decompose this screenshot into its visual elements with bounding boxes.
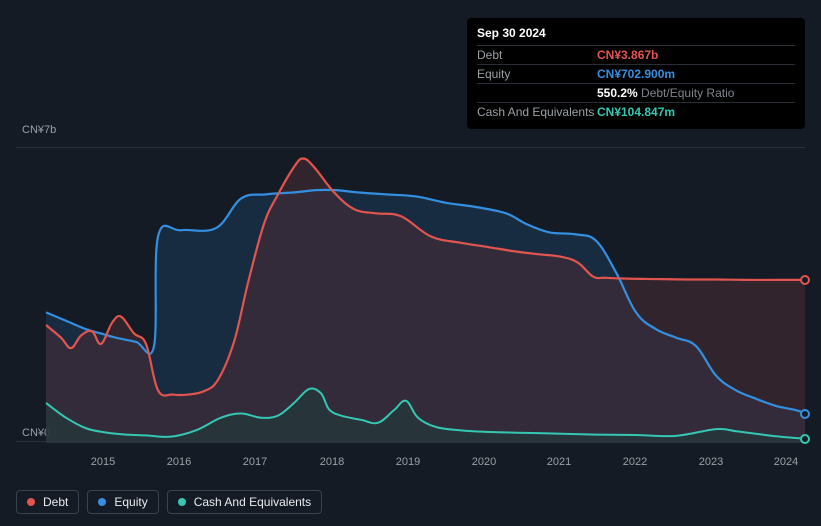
x-tick-label: 2016 xyxy=(167,456,191,468)
x-tick-label: 2017 xyxy=(243,456,267,468)
tooltip-date: Sep 30 2024 xyxy=(477,26,795,45)
tooltip-value: CN¥3.867b xyxy=(597,48,795,62)
x-tick-label: 2022 xyxy=(623,456,647,468)
legend-item-debt[interactable]: Debt xyxy=(16,490,79,514)
chart-svg xyxy=(16,148,805,443)
x-tick-label: 2019 xyxy=(396,456,420,468)
x-tick-label: 2024 xyxy=(774,456,798,468)
tooltip-row-equity: Equity CN¥702.900m xyxy=(477,64,795,83)
end-marker xyxy=(800,409,810,419)
legend-dot xyxy=(178,498,186,506)
x-axis-labels: 2015 2016 2017 2018 2019 2020 2021 2022 2023 2024 xyxy=(16,456,805,470)
x-tick-label: 2015 xyxy=(91,456,115,468)
tooltip-ratio: 550.2% Debt/Equity Ratio xyxy=(597,86,795,100)
tooltip-label: Debt xyxy=(477,48,597,62)
tooltip-row-ratio: 550.2% Debt/Equity Ratio xyxy=(477,83,795,102)
legend-dot xyxy=(98,498,106,506)
chart-plot[interactable] xyxy=(16,147,805,442)
legend-label: Debt xyxy=(43,495,68,509)
ratio-label: Debt/Equity Ratio xyxy=(638,86,735,100)
tooltip-value: CN¥702.900m xyxy=(597,67,795,81)
chart-tooltip: Sep 30 2024 Debt CN¥3.867b Equity CN¥702… xyxy=(467,18,805,129)
x-tick-label: 2018 xyxy=(320,456,344,468)
tooltip-row-cash: Cash And Equivalents CN¥104.847m xyxy=(477,102,795,121)
x-tick-label: 2020 xyxy=(472,456,496,468)
end-marker xyxy=(800,434,810,444)
legend-item-equity[interactable]: Equity xyxy=(87,490,158,514)
legend-dot xyxy=(27,498,35,506)
x-tick-label: 2021 xyxy=(547,456,571,468)
chart-area: CN¥7b CN¥0 20152016201720182019202020212… xyxy=(16,125,805,470)
tooltip-row-debt: Debt CN¥3.867b xyxy=(477,45,795,64)
legend-item-cash-and-equivalents[interactable]: Cash And Equivalents xyxy=(167,490,322,514)
legend-label: Equity xyxy=(114,495,147,509)
tooltip-value: CN¥104.847m xyxy=(597,105,795,119)
y-axis-max: CN¥7b xyxy=(22,124,56,136)
legend-label: Cash And Equivalents xyxy=(194,495,311,509)
end-marker xyxy=(800,275,810,285)
x-tick-label: 2023 xyxy=(699,456,723,468)
tooltip-label: Equity xyxy=(477,67,597,81)
ratio-pct: 550.2% xyxy=(597,86,638,100)
tooltip-label: Cash And Equivalents xyxy=(477,105,597,119)
legend: Debt Equity Cash And Equivalents xyxy=(16,490,322,514)
tooltip-label xyxy=(477,86,597,100)
